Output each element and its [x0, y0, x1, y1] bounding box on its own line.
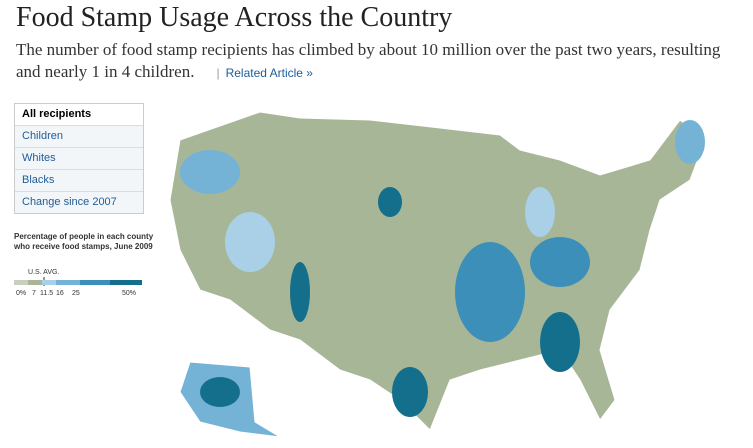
avg-label: U.S. AVG.: [28, 269, 59, 276]
legend-title: Percentage of people in each county who …: [14, 232, 154, 251]
region: [525, 187, 555, 237]
scale-label: 0%: [16, 290, 26, 297]
scale-segment: [28, 280, 42, 285]
scale-label: 25: [72, 290, 80, 297]
tabs: All recipients Children Whites Blacks Change…: [14, 103, 144, 214]
region: [675, 120, 705, 164]
scale-segment: [56, 280, 80, 285]
related-link[interactable]: Related Article »: [225, 66, 313, 80]
scale-segment: [110, 280, 142, 285]
subtitle-text: and nearly 1 in 4 children.: [16, 62, 195, 81]
region: [540, 312, 580, 372]
scale-segment: [80, 280, 110, 285]
scale-label: 11.5: [40, 290, 53, 297]
map: [169, 111, 706, 438]
scale-label: 16: [56, 290, 64, 297]
tab[interactable]: Blacks: [15, 169, 143, 191]
region: [200, 377, 240, 407]
tab[interactable]: Children: [15, 125, 143, 147]
tab[interactable]: Whites: [15, 147, 143, 169]
region: [290, 262, 310, 322]
region: [392, 367, 428, 417]
subtitle: and nearly 1 in 4 children. | Related Arti…: [16, 62, 313, 82]
title: Food Stamp Usage Across the Country: [16, 2, 453, 33]
region: [378, 187, 402, 217]
region: [225, 212, 275, 272]
scale-segment: [14, 280, 28, 285]
tab[interactable]: Change since 2007: [15, 191, 143, 213]
region: [180, 150, 240, 194]
legend-scale: U.S. AVG. 0% 7 11.5 16 25 50%: [14, 269, 142, 297]
separator: |: [216, 66, 220, 80]
region: [530, 237, 590, 287]
region: [455, 242, 525, 342]
scale-label: 7: [32, 290, 36, 297]
tab[interactable]: All recipients: [15, 104, 143, 125]
scale-label: 50%: [122, 290, 136, 297]
subtitle: The number of food stamp recipients has …: [16, 40, 721, 59]
scale-segment: [42, 280, 56, 285]
